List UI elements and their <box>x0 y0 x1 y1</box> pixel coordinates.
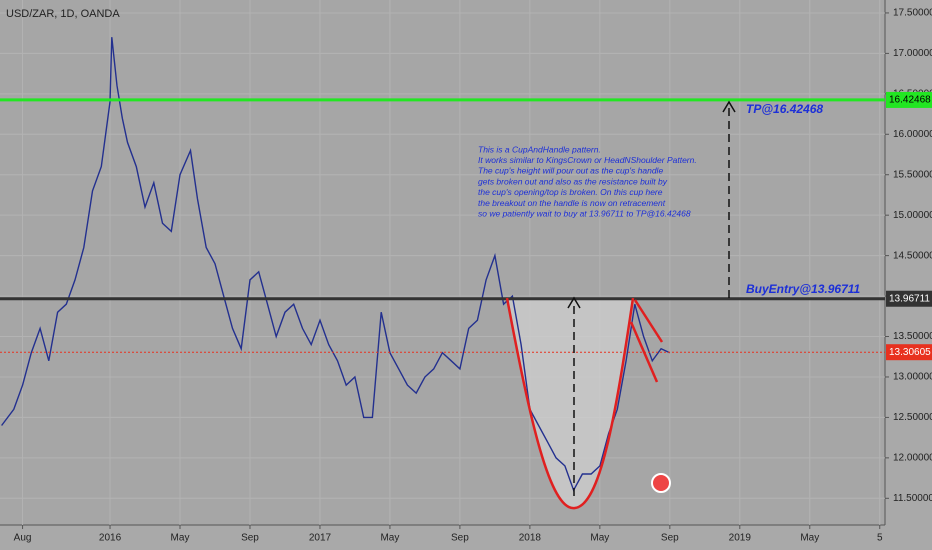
level-label: 16.42468 <box>889 95 931 106</box>
note-line: the breakout on the handle is now on ret… <box>478 198 666 208</box>
note-line: gets broken out and also as the resistan… <box>478 176 668 186</box>
y-tick-label: 14.50000 <box>893 250 932 261</box>
x-tick-label: Sep <box>241 533 259 544</box>
arrow-head <box>722 100 736 113</box>
x-tick-label: May <box>800 533 819 544</box>
x-tick-label: 2018 <box>519 533 542 544</box>
x-tick-label: May <box>380 533 399 544</box>
level-label: 13.96711 <box>889 293 930 304</box>
event-icon[interactable] <box>651 473 671 493</box>
marks <box>0 37 885 492</box>
cup-fill <box>507 298 633 509</box>
note-line: so we patiently wait to buy at 13.96711 … <box>478 208 691 218</box>
x-tick-label: 2016 <box>99 533 122 544</box>
y-tick-label: 13.50000 <box>893 331 932 342</box>
plot-area <box>0 0 885 525</box>
note-line: The cup's height will pour out as the cu… <box>478 166 663 176</box>
time-axis <box>0 525 885 550</box>
note-line: the cup's opening/top is broken. On this… <box>478 187 663 197</box>
y-tick-label: 16.00000 <box>893 129 932 140</box>
price-axis <box>885 0 932 550</box>
cup-curve <box>505 297 635 510</box>
y-tick-label: 12.00000 <box>893 452 932 463</box>
x-tick-label: 5 <box>877 533 883 544</box>
level-badge <box>886 290 932 307</box>
y-tick-label: 17.00000 <box>893 48 932 59</box>
x-tick-label: Sep <box>451 533 469 544</box>
annotation: TP@16.42468 <box>746 102 823 116</box>
note-line: This is a CupAndHandle pattern. <box>478 144 601 154</box>
x-tick-label: 2019 <box>729 533 752 544</box>
handle-line <box>633 299 664 343</box>
note-line: It works similar to KingsCrown or HeadNS… <box>478 155 697 165</box>
level-badge <box>886 344 932 361</box>
y-tick-label: 15.00000 <box>893 210 932 221</box>
x-tick-label: Aug <box>14 533 32 544</box>
arrow-head <box>567 296 581 309</box>
handle-line <box>629 321 659 383</box>
x-tick-label: May <box>590 533 609 544</box>
y-tick-label: 12.50000 <box>893 412 932 423</box>
grid <box>0 0 885 525</box>
level-badge <box>886 91 932 108</box>
y-tick-label: 15.50000 <box>893 169 932 180</box>
x-tick-label: 2017 <box>309 533 332 544</box>
x-tick-label: May <box>171 533 190 544</box>
price-line <box>1 37 671 492</box>
chart-title: USD/ZAR, 1D, OANDA <box>6 8 120 20</box>
y-tick-label: 13.00000 <box>893 372 932 383</box>
y-tick-label: 11.50000 <box>893 493 932 504</box>
x-tick-label: Sep <box>661 533 679 544</box>
level-label: 13.30605 <box>889 347 931 358</box>
annotation: BuyEntry@13.96711 <box>746 282 861 296</box>
y-tick-label: 17.50000 <box>893 8 932 19</box>
